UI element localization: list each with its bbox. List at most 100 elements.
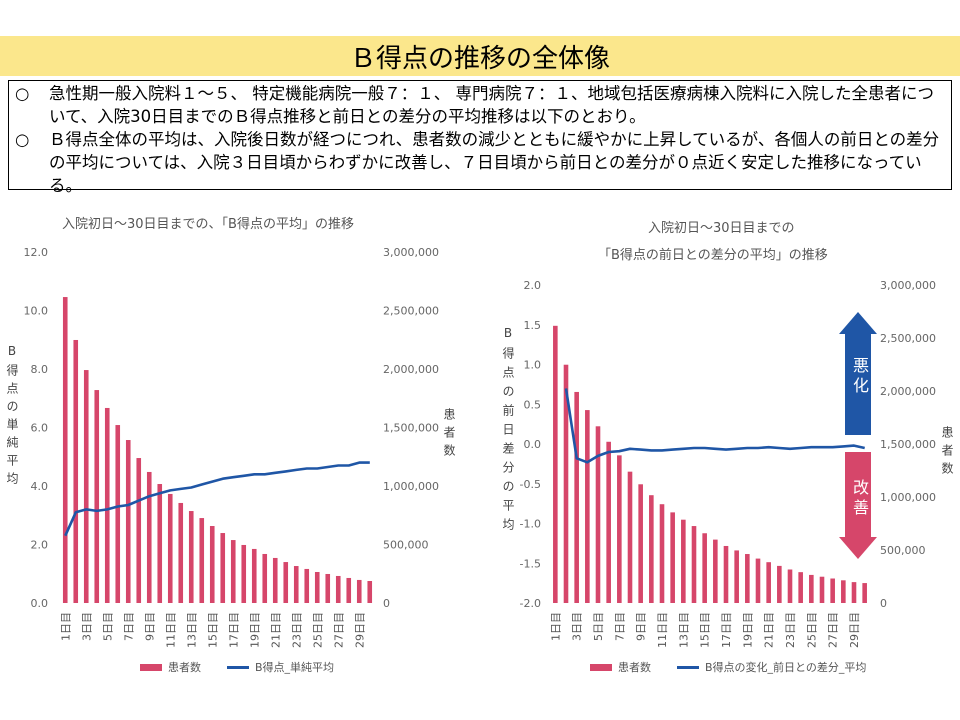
bar [262, 553, 268, 603]
x-tick-label: 5日目 [101, 612, 114, 641]
y-tick-label: -1.0 [520, 518, 541, 531]
bar [346, 577, 352, 603]
y-tick-label: 0.0 [31, 597, 49, 610]
better-label: 改善 [850, 479, 869, 519]
y2-tick-label: 500,000 [880, 544, 926, 557]
bar [563, 364, 569, 603]
chart1-plot: 12.0 10.0 8.0 6.0 4.0 2.0 0.0 3,000,000 2,500,00… [24, 246, 439, 648]
bar [574, 391, 579, 603]
x-tick-label: 15日目 [699, 612, 712, 648]
bar [241, 544, 247, 603]
bullet: ○ [15, 130, 30, 149]
bar [691, 526, 697, 603]
chart2-subtitle: 「B得点の前日との差分の平均」の推移 [598, 248, 828, 263]
x-tick-label: 5日目 [592, 612, 605, 641]
bar [755, 558, 761, 603]
y2-tick-label: 3,000,000 [880, 279, 936, 292]
chart1-ylabel: B得点の単純平均 [5, 344, 19, 490]
y-tick-label: 2.0 [524, 279, 542, 292]
bar [230, 540, 236, 603]
worse-label: 悪化 [850, 357, 869, 397]
y-tick-label: 1.0 [524, 359, 542, 372]
bar [157, 484, 163, 603]
better-arrow-head [839, 537, 877, 559]
x-tick-label: 17日目 [227, 612, 240, 648]
legend-line-swatch [677, 665, 699, 669]
page-title: Ｂ得点の推移の全体像 [0, 36, 960, 76]
bar [209, 526, 215, 603]
y2-tick-label: 500,000 [383, 539, 429, 552]
y-tick-label: 6.0 [31, 422, 49, 435]
x-tick-label: 11日目 [656, 612, 669, 648]
x-tick-label: 21日目 [269, 612, 282, 648]
summary-box: ○ 急性期一般入院料１～５、 特定機能病院一般７：１、 専門病院７：１、地域包括医… [8, 80, 952, 195]
bar [819, 576, 825, 603]
bar [595, 426, 601, 603]
bar [862, 583, 867, 603]
legend-label: 患者数 [618, 661, 651, 674]
bar [251, 548, 257, 603]
chart2-ylabel: B得点の前日差分の平均 [501, 326, 515, 537]
bar [553, 325, 558, 603]
y2-tick-label: 2,000,000 [383, 363, 439, 376]
chart1-title: 入院初日～30日目までの、「B得点の平均」の推移 [62, 217, 354, 232]
y2-tick-label: 1,000,000 [383, 480, 439, 493]
legend-line-swatch [227, 665, 249, 669]
x-tick-label: 7日目 [122, 612, 135, 641]
x-tick-label: 1日目 [59, 612, 72, 641]
x-tick-label: 15日目 [206, 612, 219, 648]
y2-tick-label: 1,500,000 [880, 438, 936, 451]
bullet: ○ [15, 84, 30, 103]
x-tick-label: 1日目 [549, 612, 562, 641]
x-tick-label: 9日目 [635, 612, 648, 641]
bar [745, 554, 750, 603]
x-tick-label: 17日目 [720, 612, 733, 648]
bar [199, 518, 205, 603]
x-tick-label: 27日目 [827, 612, 840, 648]
y-tick-label: -2.0 [520, 597, 541, 610]
x-tick-label: 19日目 [248, 612, 261, 648]
bar [702, 533, 707, 603]
x-tick-label: 11日目 [164, 612, 177, 648]
bar [713, 539, 718, 603]
line-series [564, 388, 865, 464]
summary-text-1: 急性期一般入院料１～５、 特定機能病院一般７：１、 専門病院７：１、地域包括医療… [49, 84, 934, 126]
y-tick-label: 0.0 [524, 438, 542, 451]
y-tick-label: 4.0 [31, 480, 49, 493]
bar [830, 578, 835, 603]
legend-bar-swatch [140, 663, 162, 671]
summary-item: ○ 急性期一般入院料１～５、 特定機能病院一般７：１、 専門病院７：１、地域包括医… [15, 82, 945, 128]
x-tick-label: 19日目 [741, 612, 754, 648]
chart2-y2label: 患者数 [940, 426, 954, 480]
chart2-title: 入院初日～30日目までの [648, 221, 795, 236]
legend-label: B得点の変化_前日との差分_平均 [705, 661, 867, 674]
bar [125, 440, 131, 603]
x-tick-label: 25日目 [805, 612, 818, 648]
bar [638, 484, 643, 603]
y-tick-label: 8.0 [31, 363, 49, 376]
worse-arrow-head [839, 312, 877, 334]
bar [841, 580, 846, 603]
line-series [64, 461, 370, 537]
y2-tick-label: 2,000,000 [880, 385, 936, 398]
y-tick-label: 12.0 [24, 246, 49, 259]
x-tick-label: 3日目 [571, 612, 584, 641]
y-tick-label: -1.5 [520, 557, 541, 570]
bar [272, 557, 278, 603]
legend-label: 患者数 [168, 661, 201, 674]
y-tick-label: -0.5 [520, 478, 541, 491]
y2-tick-label: 1,500,000 [383, 422, 439, 435]
x-tick-label: 13日目 [185, 612, 198, 648]
x-tick-label: 23日目 [290, 612, 303, 648]
bar [325, 573, 331, 603]
chart1-legend: 患者数 B得点_単純平均 [140, 659, 334, 675]
x-tick-label: 9日目 [143, 612, 156, 641]
bar [766, 562, 771, 603]
x-tick-label: 23日目 [784, 612, 797, 648]
bar [304, 568, 310, 603]
bar [220, 533, 226, 603]
y2-tick-label: 0 [880, 597, 887, 610]
bar [606, 441, 611, 603]
bar [94, 390, 100, 603]
bar [335, 575, 341, 603]
